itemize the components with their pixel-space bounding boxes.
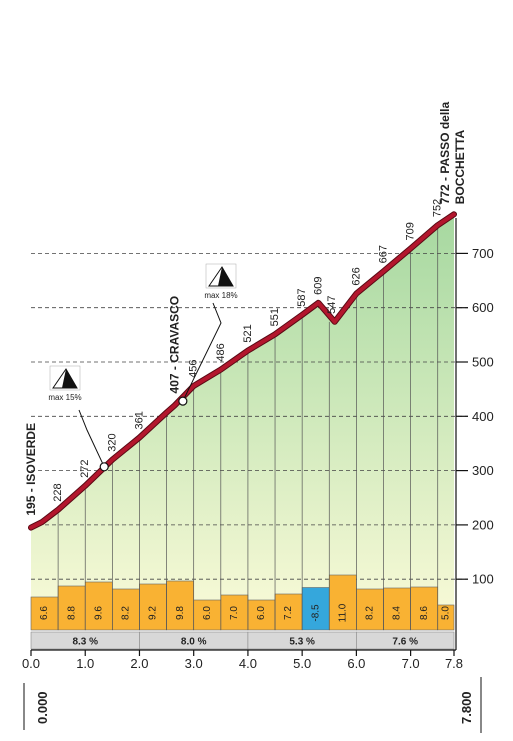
max-grade-label: max 15% (48, 393, 81, 402)
gradient-bars: 6.6 8.8 9.6 8.2 9.2 9.8 6.0 7.0 6.0 7.2 -8.5 11.0 8.… (30, 574, 455, 631)
gradient-bar (193, 599, 222, 631)
x-tick-label: 2.0 (130, 656, 148, 671)
elevation-label: 752 (432, 199, 444, 217)
elevation-label: 667 (378, 245, 390, 263)
summit-label-line1: 772 - PASSO della (438, 101, 452, 204)
max-grade-point (99, 462, 109, 472)
gradient-bar-label: 11.0 (337, 603, 348, 622)
x-tick-label: 6.0 (347, 656, 365, 671)
max-grade-label: max 18% (204, 291, 237, 300)
x-tick-label: 1.0 (76, 656, 94, 671)
elevation-label: 551 (269, 308, 281, 326)
x-tick-label: 7.0 (402, 656, 420, 671)
gradient-bar (328, 574, 357, 631)
y-tick-label: 100 (472, 572, 494, 587)
profile-line-stroke (29, 212, 456, 530)
x-tick-label: 7.8 (445, 656, 463, 671)
km-dividers (57, 225, 439, 630)
elevation-label: 626 (350, 267, 362, 285)
max-grade-point (178, 396, 188, 406)
elevation-label: 320 (106, 433, 118, 451)
gradient-bar (247, 599, 276, 631)
elevation-label: 609 (312, 276, 324, 294)
gradient-bar (301, 587, 330, 631)
gradient-bar-label: 8.2 (365, 606, 376, 620)
elevation-label: 272 (79, 459, 91, 477)
segment-average-label: 7.6 % (392, 637, 418, 648)
place-label: 407 - CRAVASCO (168, 296, 182, 394)
segment-average-strip: 8.3 % 8.0 % 5.3 % 7.6 % (30, 631, 455, 650)
elevation-label: 361 (133, 411, 145, 429)
gradient-bar (84, 581, 113, 631)
gradient-bar-label: 6.6 (39, 606, 50, 620)
mountain-icon-shade (62, 369, 77, 388)
x-tick-label: 3.0 (185, 656, 203, 671)
gradient-bar-label: -8.5 (310, 604, 321, 622)
elevation-label: 486 (215, 343, 227, 361)
segment-average-label: 8.3 % (72, 637, 98, 648)
end-distance: 7.800 (459, 691, 474, 724)
place-label: 195 - ISOVERDE (24, 423, 38, 516)
gradient-bar-label: 8.4 (392, 606, 403, 620)
gradient-bar (166, 580, 194, 631)
elevation-label: 521 (242, 324, 254, 342)
gradient-bar (220, 594, 249, 631)
profile-fill (31, 214, 454, 631)
gradient-bar-label: 6.0 (256, 606, 267, 620)
gradient-bar-label: 8.6 (419, 606, 430, 620)
x-tick-label: 0.0 (22, 656, 40, 671)
x-tick-label: 4.0 (239, 656, 257, 671)
gradient-bar-label: 7.2 (283, 606, 294, 620)
gradient-bar-label: 7.0 (229, 606, 240, 620)
gradient-bar-label: 5.0 (441, 606, 452, 620)
elevation-label: 547 (326, 295, 338, 313)
gradient-bar-label: 8.8 (66, 606, 77, 620)
elevation-label: 456 (188, 360, 200, 378)
gradient-bar-label: 9.8 (175, 606, 186, 620)
elevation-label: 587 (296, 288, 308, 306)
mountain-icon-shade (218, 267, 233, 286)
gradient-bar (57, 585, 86, 631)
gradient-bar-label: 9.6 (93, 606, 104, 620)
max-grade-leader (182, 302, 222, 402)
gradient-bar (383, 587, 411, 631)
gradient-bar-label: 6.0 (202, 606, 213, 620)
max-grade-leader (78, 409, 105, 468)
elevation-label: 228 (52, 483, 64, 501)
segment-average-label: 8.0 % (181, 637, 207, 648)
profile-line (28, 211, 457, 531)
max-grade-leaders: max 15% max 18% (48, 263, 238, 472)
y-tick-label: 300 (472, 463, 494, 478)
gradient-bar (410, 586, 439, 631)
summit-label-line2: BOCCHETTA (453, 130, 467, 205)
place-labels: 195 - ISOVERDE 407 - CRAVASCO 772 - PASSO … (24, 101, 467, 515)
gradient-bar (356, 588, 384, 631)
gradient-bar (274, 593, 303, 631)
max-grade-icon: max 15% (48, 365, 82, 402)
start-distance: 0.000 (35, 691, 50, 724)
y-tick-label: 600 (472, 300, 494, 315)
profile-area (31, 214, 454, 631)
segment-average-cell (356, 631, 455, 650)
y-tick-label: 700 (472, 246, 494, 261)
gradient-bar-label: 9.2 (148, 606, 159, 620)
y-tick-label: 500 (472, 355, 494, 370)
x-tick-label: 5.0 (293, 656, 311, 671)
gradient-bar (30, 596, 59, 631)
y-tick-label: 400 (472, 409, 494, 424)
elevation-label: 709 (405, 222, 417, 240)
gradient-bar-label: 8.2 (121, 606, 132, 620)
segment-average-label: 5.3 % (289, 637, 315, 648)
y-tick-label: 200 (472, 517, 494, 532)
max-grade-icon: max 18% (204, 263, 238, 300)
